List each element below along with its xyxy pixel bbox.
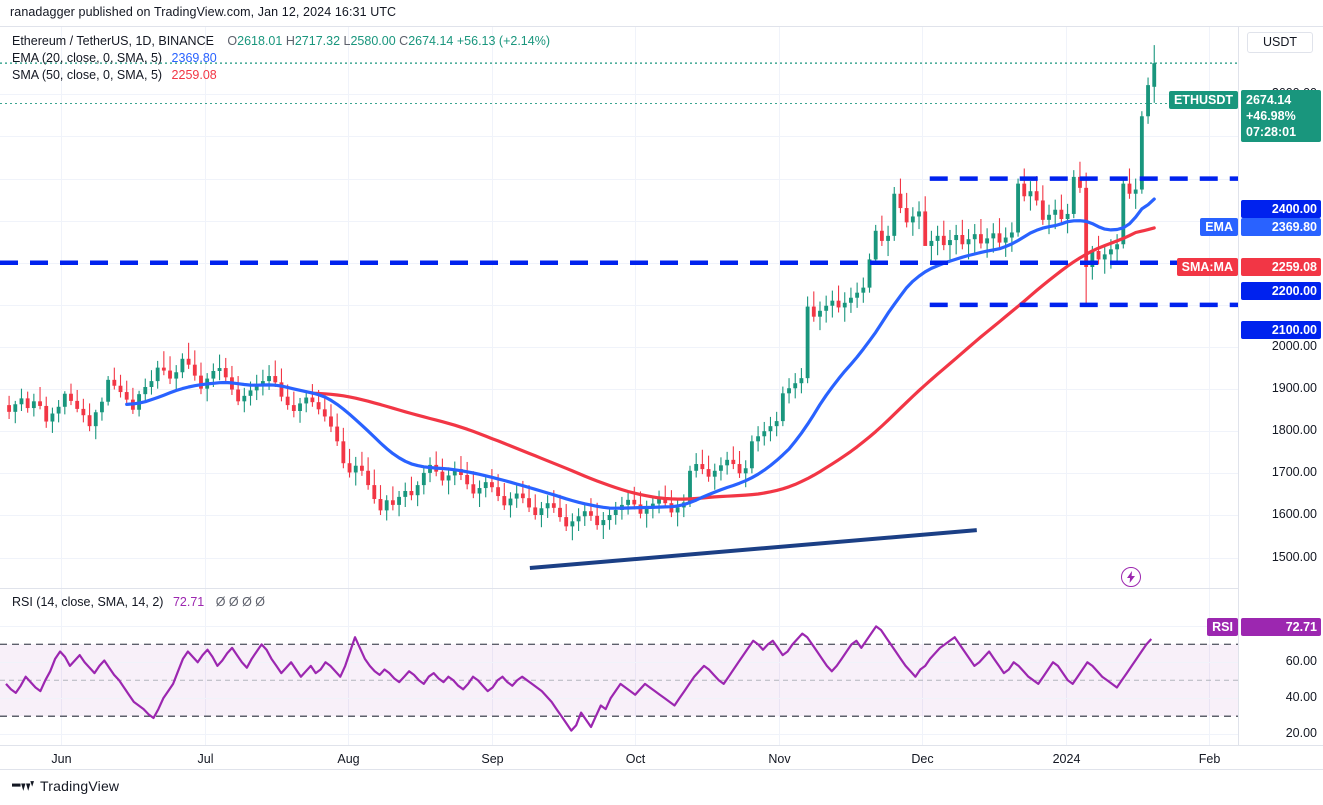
ohlc-o-value: 2618.01 [237, 34, 283, 48]
rsi-legend-extra: Ø Ø Ø Ø [215, 595, 266, 609]
price-tick-1600-00: 1600.00 [1271, 507, 1317, 522]
rsi-tick-40-00: 40.00 [1285, 690, 1317, 705]
ohlc-c-value: 2674.14 [408, 34, 454, 48]
rsi-legend-title: RSI (14, close, SMA, 14, 2) [12, 595, 164, 609]
price-axis[interactable]: USDT 2600.002500.002300.002000.001900.00… [1238, 27, 1323, 745]
time-axis[interactable]: Jun Jul Aug Sep Oct Nov Dec 2024 Feb [0, 745, 1323, 771]
legend-ema-row[interactable]: EMA (20, close, 0, SMA, 5) 2369.80 [12, 50, 550, 67]
sma-value-tag: 2259.08 [1241, 258, 1321, 276]
legend-symbol-row[interactable]: Ethereum / TetherUS, 1D, BINANCE O2618.0… [12, 33, 550, 50]
ohlc-l-value: 2580.00 [350, 34, 396, 48]
time-tick-Aug: Aug [337, 752, 360, 766]
current-price-value: 2674.14 [1246, 93, 1292, 107]
ohlc-h-label: H [285, 34, 295, 48]
time-tick-Jul: Jul [197, 752, 214, 766]
level-tag-2200: 2200.00 [1241, 282, 1321, 300]
lightning-bolt-icon[interactable] [1121, 567, 1141, 587]
time-tick-Sep: Sep [481, 752, 504, 766]
time-tick-2024: 2024 [1052, 752, 1081, 766]
tradingview-branding: TradingView [12, 778, 119, 794]
rsi-tick-60-00: 60.00 [1285, 654, 1317, 669]
bar-countdown: 07:28:01 [1246, 125, 1297, 139]
ohlc-l-label: L [343, 34, 351, 48]
time-tick-Oct: Oct [625, 752, 646, 766]
tradingview-logo-icon [12, 781, 34, 791]
time-tick-Feb: Feb [1198, 752, 1221, 766]
current-price-tag: 2674.14 +46.98% 07:28:01 [1241, 90, 1321, 142]
legend-symbol: Ethereum / TetherUS, 1D, BINANCE [12, 34, 214, 48]
legend-sma-value: 2259.08 [171, 68, 217, 82]
level-tag-2100: 2100.00 [1241, 321, 1321, 339]
legend-sma-row[interactable]: SMA (50, close, 0, SMA, 5) 2259.08 [12, 67, 550, 84]
ohlc-c-label: C [399, 34, 409, 48]
ohlc-o-label: O [227, 34, 238, 48]
currency-chip[interactable]: USDT [1247, 32, 1313, 53]
symbol-price-tag: ETHUSDT [1168, 91, 1238, 109]
price-tick-1900-00: 1900.00 [1271, 381, 1317, 396]
rsi-legend-value: 72.71 [172, 595, 205, 609]
attribution-text: ranadagger published on TradingView.com,… [10, 5, 397, 19]
level-tag-2400: 2400.00 [1241, 200, 1321, 218]
chart-frame: Ethereum / TetherUS, 1D, BINANCE O2618.0… [0, 26, 1323, 770]
current-price-change: +46.98% [1246, 109, 1296, 123]
price-plot-area[interactable]: Ethereum / TetherUS, 1D, BINANCE O2618.0… [0, 27, 1238, 745]
time-tick-Jun: Jun [51, 752, 72, 766]
ohlc-h-value: 2717.32 [294, 34, 341, 48]
tradingview-brand-text: TradingView [40, 778, 120, 794]
price-tick-2000-00: 2000.00 [1271, 339, 1317, 353]
price-tick-1700-00: 1700.00 [1271, 465, 1317, 480]
legend-ema-title: EMA (20, close, 0, SMA, 5) [12, 51, 163, 65]
time-tick-Nov: Nov [768, 752, 791, 766]
legend-ema-value: 2369.80 [171, 51, 217, 65]
time-tick-Dec: Dec [911, 752, 934, 766]
ema-series-tag: EMA [1200, 218, 1238, 236]
price-tick-1800-00: 1800.00 [1271, 423, 1317, 438]
rsi-series-tag: RSI [1207, 618, 1238, 636]
rsi-value-tag: 72.71 [1241, 618, 1321, 636]
legend-sma-title: SMA (50, close, 0, SMA, 5) [12, 68, 163, 82]
rsi-tick-20-00: 20.00 [1285, 726, 1317, 741]
ema-value-tag: 2369.80 [1241, 218, 1321, 236]
rsi-legend[interactable]: RSI (14, close, SMA, 14, 2) 72.71 Ø Ø Ø … [12, 595, 265, 609]
chart-graphics [0, 27, 1238, 745]
ohlc-change: +56.13 (+2.14%) [456, 34, 550, 48]
sma-series-tag: SMA:MA [1176, 258, 1238, 276]
price-tick-1500-00: 1500.00 [1271, 549, 1317, 564]
chart-legend: Ethereum / TetherUS, 1D, BINANCE O2618.0… [12, 33, 550, 84]
